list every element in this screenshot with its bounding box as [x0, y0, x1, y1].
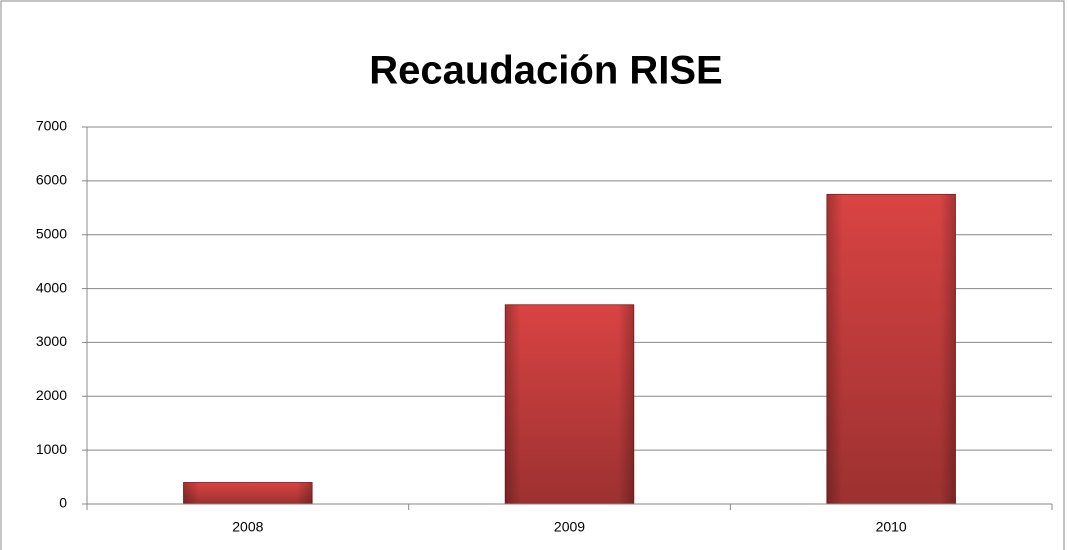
y-tick-label: 6000	[36, 172, 67, 188]
y-tick-label: 3000	[36, 333, 67, 349]
x-tick-label: 2008	[232, 519, 263, 535]
bar-bevel	[505, 304, 634, 504]
y-tick-label: 1000	[36, 441, 67, 457]
chart-title: Recaudación RISE	[369, 49, 722, 93]
x-tick-label: 2010	[876, 519, 907, 535]
y-tick-label: 4000	[36, 279, 67, 295]
y-tick-label: 2000	[36, 387, 67, 403]
y-tick-label: 0	[59, 495, 67, 511]
x-tick-label: 2009	[554, 519, 585, 535]
bar-bevel	[183, 482, 313, 504]
bar-bevel	[826, 194, 956, 505]
y-tick-label: 7000	[36, 118, 67, 134]
y-tick-label: 5000	[36, 225, 67, 241]
